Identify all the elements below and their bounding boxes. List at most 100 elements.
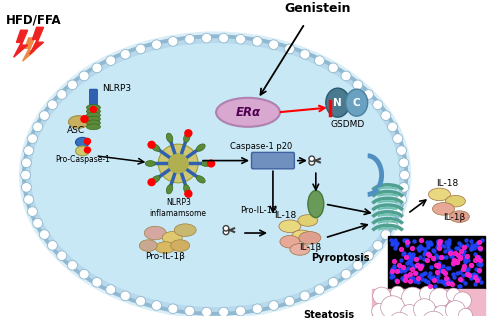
Point [456,270,464,275]
Point [403,240,411,245]
Point [418,276,426,281]
Point [434,261,442,266]
Point [424,245,432,250]
Circle shape [454,292,471,309]
Ellipse shape [174,224,196,236]
Point [466,274,474,279]
Point [421,271,429,276]
Point [434,246,442,251]
Point [406,275,414,280]
Circle shape [168,37,178,46]
Point [476,263,484,268]
Point [470,245,478,250]
Point [438,268,446,273]
Point [408,254,416,259]
Point [406,251,414,256]
Circle shape [90,107,96,112]
Circle shape [148,179,155,186]
Point [442,254,450,259]
Point [456,276,464,282]
Ellipse shape [151,144,160,151]
Point [402,254,410,259]
Point [434,264,442,269]
Point [422,247,430,252]
Ellipse shape [28,40,402,310]
Point [432,263,440,268]
Circle shape [57,90,67,99]
Point [416,244,424,249]
Ellipse shape [166,133,173,143]
Point [462,267,469,272]
Text: ERα: ERα [236,106,260,119]
Point [476,280,484,285]
Circle shape [388,218,398,228]
Bar [388,236,486,289]
Ellipse shape [184,133,190,143]
Point [404,266,412,271]
Point [448,248,456,253]
Circle shape [148,141,155,148]
Point [474,262,482,267]
Circle shape [373,240,382,250]
Point [397,247,405,252]
Circle shape [223,226,229,231]
Circle shape [309,156,314,161]
Point [475,268,483,273]
Point [442,275,450,280]
Point [452,245,460,250]
Circle shape [399,183,409,192]
Point [420,277,428,282]
Circle shape [458,308,472,321]
Point [434,263,442,268]
Point [424,253,432,258]
Circle shape [218,33,228,43]
Point [414,262,422,267]
Point [454,241,462,246]
Point [460,245,468,250]
Circle shape [202,307,211,317]
Point [416,265,424,271]
Point [476,246,484,251]
Point [439,279,447,284]
Ellipse shape [86,108,101,114]
Ellipse shape [32,44,398,307]
Point [387,238,395,243]
Point [388,269,396,274]
Circle shape [120,49,130,59]
Point [443,265,451,270]
Circle shape [393,207,402,216]
Polygon shape [22,38,34,61]
Point [398,275,406,281]
Circle shape [106,285,116,294]
Point [392,278,400,283]
Point [476,268,484,273]
Point [390,258,398,264]
Circle shape [223,229,229,235]
Point [463,242,471,247]
Point [462,237,470,242]
Circle shape [202,33,211,43]
Point [436,266,444,271]
Circle shape [68,260,78,270]
Circle shape [420,286,436,302]
Point [434,242,442,247]
Point [420,252,428,257]
Point [402,267,409,273]
Point [430,283,438,289]
Bar [372,289,486,321]
Circle shape [393,134,402,143]
Circle shape [372,304,388,319]
Point [476,247,484,252]
Point [474,254,482,259]
Point [472,267,480,272]
Point [455,283,463,288]
Point [448,272,456,277]
Point [430,256,438,261]
Point [436,238,444,243]
Point [437,278,445,283]
Ellipse shape [170,240,190,251]
Point [445,248,453,253]
Circle shape [184,34,194,44]
Point [470,274,478,280]
Point [456,283,464,289]
